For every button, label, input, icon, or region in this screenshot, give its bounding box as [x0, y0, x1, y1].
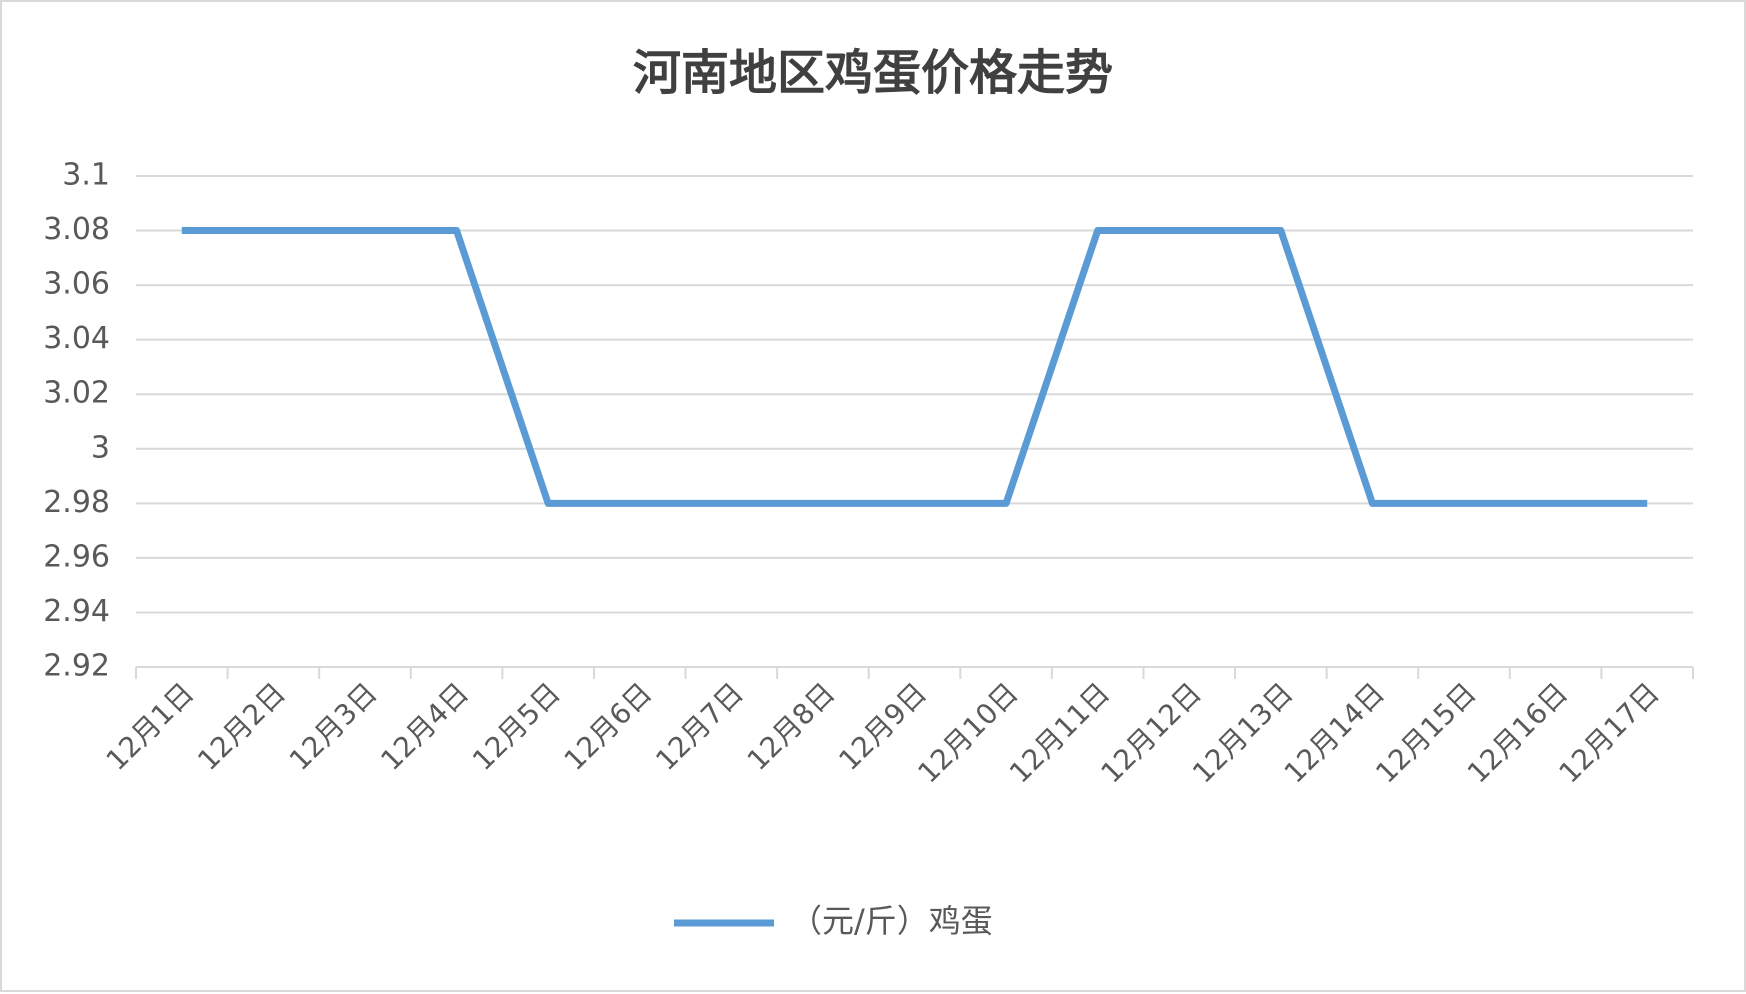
y-tick-label: 3	[91, 430, 110, 465]
y-tick-label: 2.94	[43, 594, 110, 629]
line-series	[181, 227, 1648, 507]
y-tick-label: 2.92	[43, 649, 110, 684]
y-tick-label: 3.04	[43, 321, 110, 356]
chart-title: 河南地区鸡蛋价格走势	[633, 45, 1113, 101]
y-tick-label: 3.06	[43, 267, 110, 302]
y-tick-label: 2.98	[43, 485, 110, 520]
y-tick-label: 2.96	[43, 539, 110, 574]
y-tick-label: 3.08	[43, 212, 110, 247]
legend-label: （元/斤）鸡蛋	[790, 902, 993, 940]
y-tick-label: 3.02	[43, 376, 110, 411]
y-tick-label: 3.1	[62, 158, 110, 193]
